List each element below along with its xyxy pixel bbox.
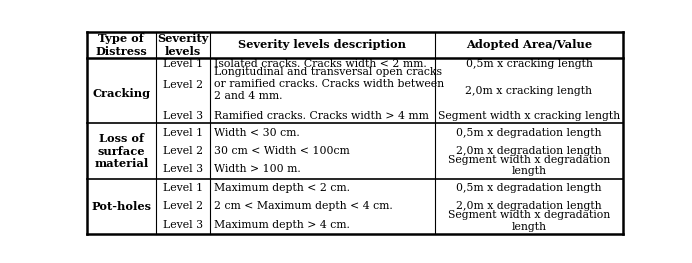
- Text: Cracking: Cracking: [92, 88, 150, 99]
- Text: Level 2: Level 2: [163, 201, 203, 211]
- Text: Severity
levels: Severity levels: [157, 33, 209, 57]
- Text: 0,5m x degradation length: 0,5m x degradation length: [456, 128, 602, 138]
- Text: Level 3: Level 3: [163, 164, 203, 174]
- Text: Level 3: Level 3: [163, 220, 203, 230]
- Text: Longitudinal and transversal open cracks
or ramified cracks. Cracks width betwee: Longitudinal and transversal open cracks…: [214, 67, 444, 100]
- Text: 2 cm < Maximum depth < 4 cm.: 2 cm < Maximum depth < 4 cm.: [214, 201, 392, 211]
- Text: Severity levels description: Severity levels description: [239, 39, 406, 50]
- Text: 0,5m x cracking length: 0,5m x cracking length: [466, 59, 592, 69]
- Text: Pot-holes: Pot-holes: [91, 201, 152, 212]
- Text: Segment width x cracking length: Segment width x cracking length: [438, 110, 620, 120]
- Text: Maximum depth < 2 cm.: Maximum depth < 2 cm.: [214, 183, 349, 193]
- Text: 0,5m x degradation length: 0,5m x degradation length: [456, 183, 602, 193]
- Text: Segment width x degradation
length: Segment width x degradation length: [448, 155, 610, 176]
- Text: 30 cm < Width < 100cm: 30 cm < Width < 100cm: [214, 146, 349, 156]
- Text: 2,0m x degradation length: 2,0m x degradation length: [456, 201, 602, 211]
- Text: Level 3: Level 3: [163, 110, 203, 120]
- Text: Level 2: Level 2: [163, 80, 203, 90]
- Text: Isolated cracks. Cracks width < 2 mm.: Isolated cracks. Cracks width < 2 mm.: [214, 59, 426, 69]
- Text: Maximum depth > 4 cm.: Maximum depth > 4 cm.: [214, 220, 349, 230]
- Text: Level 2: Level 2: [163, 146, 203, 156]
- Text: Level 1: Level 1: [163, 128, 203, 138]
- Text: 2,0m x cracking length: 2,0m x cracking length: [466, 85, 592, 95]
- Text: Type of
Distress: Type of Distress: [95, 33, 147, 57]
- Text: Ramified cracks. Cracks width > 4 mm: Ramified cracks. Cracks width > 4 mm: [214, 110, 428, 120]
- Text: Adopted Area/Value: Adopted Area/Value: [466, 39, 592, 50]
- Text: Width < 30 cm.: Width < 30 cm.: [214, 128, 300, 138]
- Text: 2,0m x degradation length: 2,0m x degradation length: [456, 146, 602, 156]
- Text: Loss of
surface
material: Loss of surface material: [94, 133, 149, 169]
- Text: Level 1: Level 1: [163, 59, 203, 69]
- Text: Width > 100 m.: Width > 100 m.: [214, 164, 300, 174]
- Text: Segment width x degradation
length: Segment width x degradation length: [448, 210, 610, 232]
- Text: Level 1: Level 1: [163, 183, 203, 193]
